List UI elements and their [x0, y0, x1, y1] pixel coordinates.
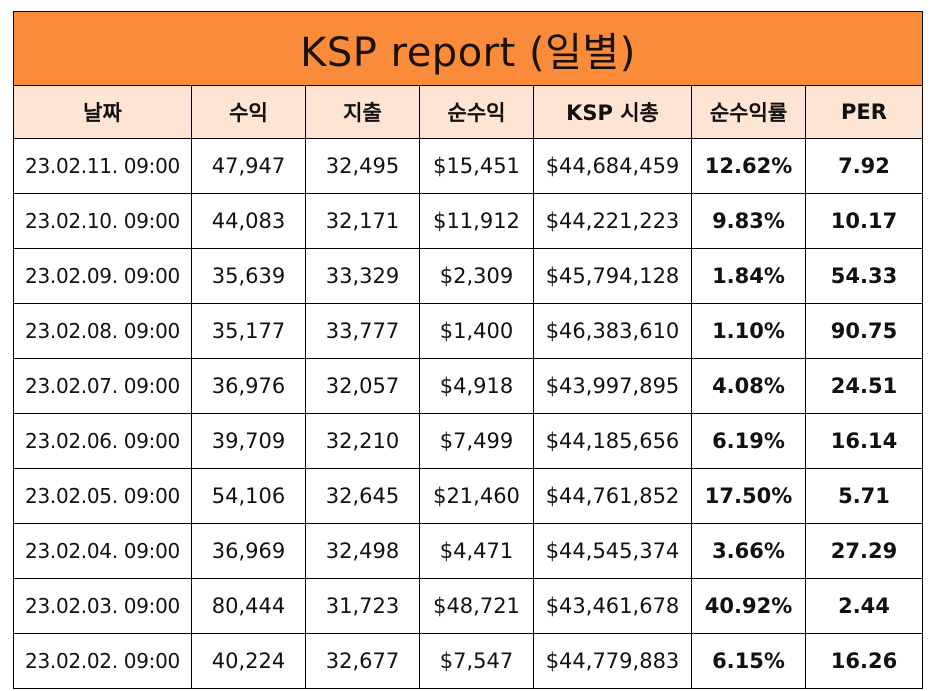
- revenue-cell: 44,083: [191, 193, 306, 249]
- expense-cell: 32,495: [305, 138, 420, 194]
- table-row: 23.02.11. 09:00 47,947 32,495 $15,451 $44,68…: [13, 138, 923, 194]
- date-cell: 23.02.11. 09:00: [13, 138, 192, 194]
- revenue-cell: 39,709: [191, 413, 306, 469]
- date-cell: 23.02.02. 09:00: [13, 633, 192, 689]
- expense-cell: 33,777: [305, 303, 420, 359]
- market-cap-cell: $44,761,852: [533, 468, 692, 524]
- per-cell: 24.51: [805, 358, 923, 414]
- table-row: 23.02.08. 09:00 35,177 33,777 $1,400 $46,383…: [13, 303, 923, 359]
- net-margin-cell: 17.50%: [691, 468, 806, 524]
- revenue-cell: 35,177: [191, 303, 306, 359]
- per-cell: 5.71: [805, 468, 923, 524]
- date-cell: 23.02.10. 09:00: [13, 193, 192, 249]
- revenue-cell: 36,976: [191, 358, 306, 414]
- per-cell: 90.75: [805, 303, 923, 359]
- column-header-date: 날짜: [13, 85, 192, 139]
- net-profit-cell: $2,309: [419, 248, 534, 304]
- net-profit-cell: $7,547: [419, 633, 534, 689]
- net-profit-cell: $11,912: [419, 193, 534, 249]
- market-cap-cell: $43,997,895: [533, 358, 692, 414]
- market-cap-cell: $44,779,883: [533, 633, 692, 689]
- per-cell: 10.17: [805, 193, 923, 249]
- per-cell: 16.26: [805, 633, 923, 689]
- expense-cell: 32,210: [305, 413, 420, 469]
- table-row: 23.02.10. 09:00 44,083 32,171 $11,912 $44,22…: [13, 193, 923, 249]
- column-header-per: PER: [805, 85, 923, 139]
- expense-cell: 32,171: [305, 193, 420, 249]
- table-row: 23.02.02. 09:00 40,224 32,677 $7,547 $44,779…: [13, 633, 923, 689]
- column-header-net-profit: 순수익: [419, 85, 534, 139]
- date-cell: 23.02.04. 09:00: [13, 523, 192, 579]
- net-margin-cell: 6.15%: [691, 633, 806, 689]
- date-cell: 23.02.08. 09:00: [13, 303, 192, 359]
- market-cap-cell: $46,383,610: [533, 303, 692, 359]
- date-cell: 23.02.05. 09:00: [13, 468, 192, 524]
- revenue-cell: 35,639: [191, 248, 306, 304]
- net-margin-cell: 40.92%: [691, 578, 806, 634]
- net-profit-cell: $48,721: [419, 578, 534, 634]
- net-profit-cell: $7,499: [419, 413, 534, 469]
- ksp-report-table: KSP report (일별) 날짜 수익 지출 순수익 KSP 시총 순수익률…: [13, 11, 923, 689]
- title-row: KSP report (일별): [13, 11, 923, 86]
- market-cap-cell: $44,684,459: [533, 138, 692, 194]
- column-header-net-margin: 순수익률: [691, 85, 806, 139]
- expense-cell: 32,498: [305, 523, 420, 579]
- revenue-cell: 40,224: [191, 633, 306, 689]
- net-margin-cell: 1.84%: [691, 248, 806, 304]
- net-margin-cell: 1.10%: [691, 303, 806, 359]
- per-cell: 2.44: [805, 578, 923, 634]
- date-cell: 23.02.09. 09:00: [13, 248, 192, 304]
- column-header-revenue: 수익: [191, 85, 306, 139]
- table-row: 23.02.07. 09:00 36,976 32,057 $4,918 $43,997…: [13, 358, 923, 414]
- revenue-cell: 80,444: [191, 578, 306, 634]
- net-profit-cell: $15,451: [419, 138, 534, 194]
- market-cap-cell: $43,461,678: [533, 578, 692, 634]
- column-header-market-cap: KSP 시총: [533, 85, 692, 139]
- report-body: 23.02.11. 09:00 47,947 32,495 $15,451 $44,68…: [13, 138, 923, 689]
- net-margin-cell: 4.08%: [691, 358, 806, 414]
- date-cell: 23.02.06. 09:00: [13, 413, 192, 469]
- per-cell: 54.33: [805, 248, 923, 304]
- net-margin-cell: 12.62%: [691, 138, 806, 194]
- net-margin-cell: 6.19%: [691, 413, 806, 469]
- expense-cell: 33,329: [305, 248, 420, 304]
- market-cap-cell: $44,221,223: [533, 193, 692, 249]
- expense-cell: 32,645: [305, 468, 420, 524]
- table-row: 23.02.06. 09:00 39,709 32,210 $7,499 $44,185…: [13, 413, 923, 469]
- per-cell: 7.92: [805, 138, 923, 194]
- date-cell: 23.02.07. 09:00: [13, 358, 192, 414]
- table-row: 23.02.03. 09:00 80,444 31,723 $48,721 $43,46…: [13, 578, 923, 634]
- net-profit-cell: $21,460: [419, 468, 534, 524]
- revenue-cell: 54,106: [191, 468, 306, 524]
- expense-cell: 32,677: [305, 633, 420, 689]
- table-row: 23.02.05. 09:00 54,106 32,645 $21,460 $44,76…: [13, 468, 923, 524]
- market-cap-cell: $45,794,128: [533, 248, 692, 304]
- net-profit-cell: $4,918: [419, 358, 534, 414]
- per-cell: 16.14: [805, 413, 923, 469]
- expense-cell: 32,057: [305, 358, 420, 414]
- net-margin-cell: 9.83%: [691, 193, 806, 249]
- net-profit-cell: $4,471: [419, 523, 534, 579]
- table-row: 23.02.04. 09:00 36,969 32,498 $4,471 $44,545…: [13, 523, 923, 579]
- per-cell: 27.29: [805, 523, 923, 579]
- net-profit-cell: $1,400: [419, 303, 534, 359]
- table-row: 23.02.09. 09:00 35,639 33,329 $2,309 $45,794…: [13, 248, 923, 304]
- date-cell: 23.02.03. 09:00: [13, 578, 192, 634]
- market-cap-cell: $44,545,374: [533, 523, 692, 579]
- net-margin-cell: 3.66%: [691, 523, 806, 579]
- column-header-expense: 지출: [305, 85, 420, 139]
- header-row: 날짜 수익 지출 순수익 KSP 시총 순수익률 PER: [13, 85, 923, 139]
- revenue-cell: 47,947: [191, 138, 306, 194]
- report-title: KSP report (일별): [13, 11, 923, 86]
- expense-cell: 31,723: [305, 578, 420, 634]
- market-cap-cell: $44,185,656: [533, 413, 692, 469]
- revenue-cell: 36,969: [191, 523, 306, 579]
